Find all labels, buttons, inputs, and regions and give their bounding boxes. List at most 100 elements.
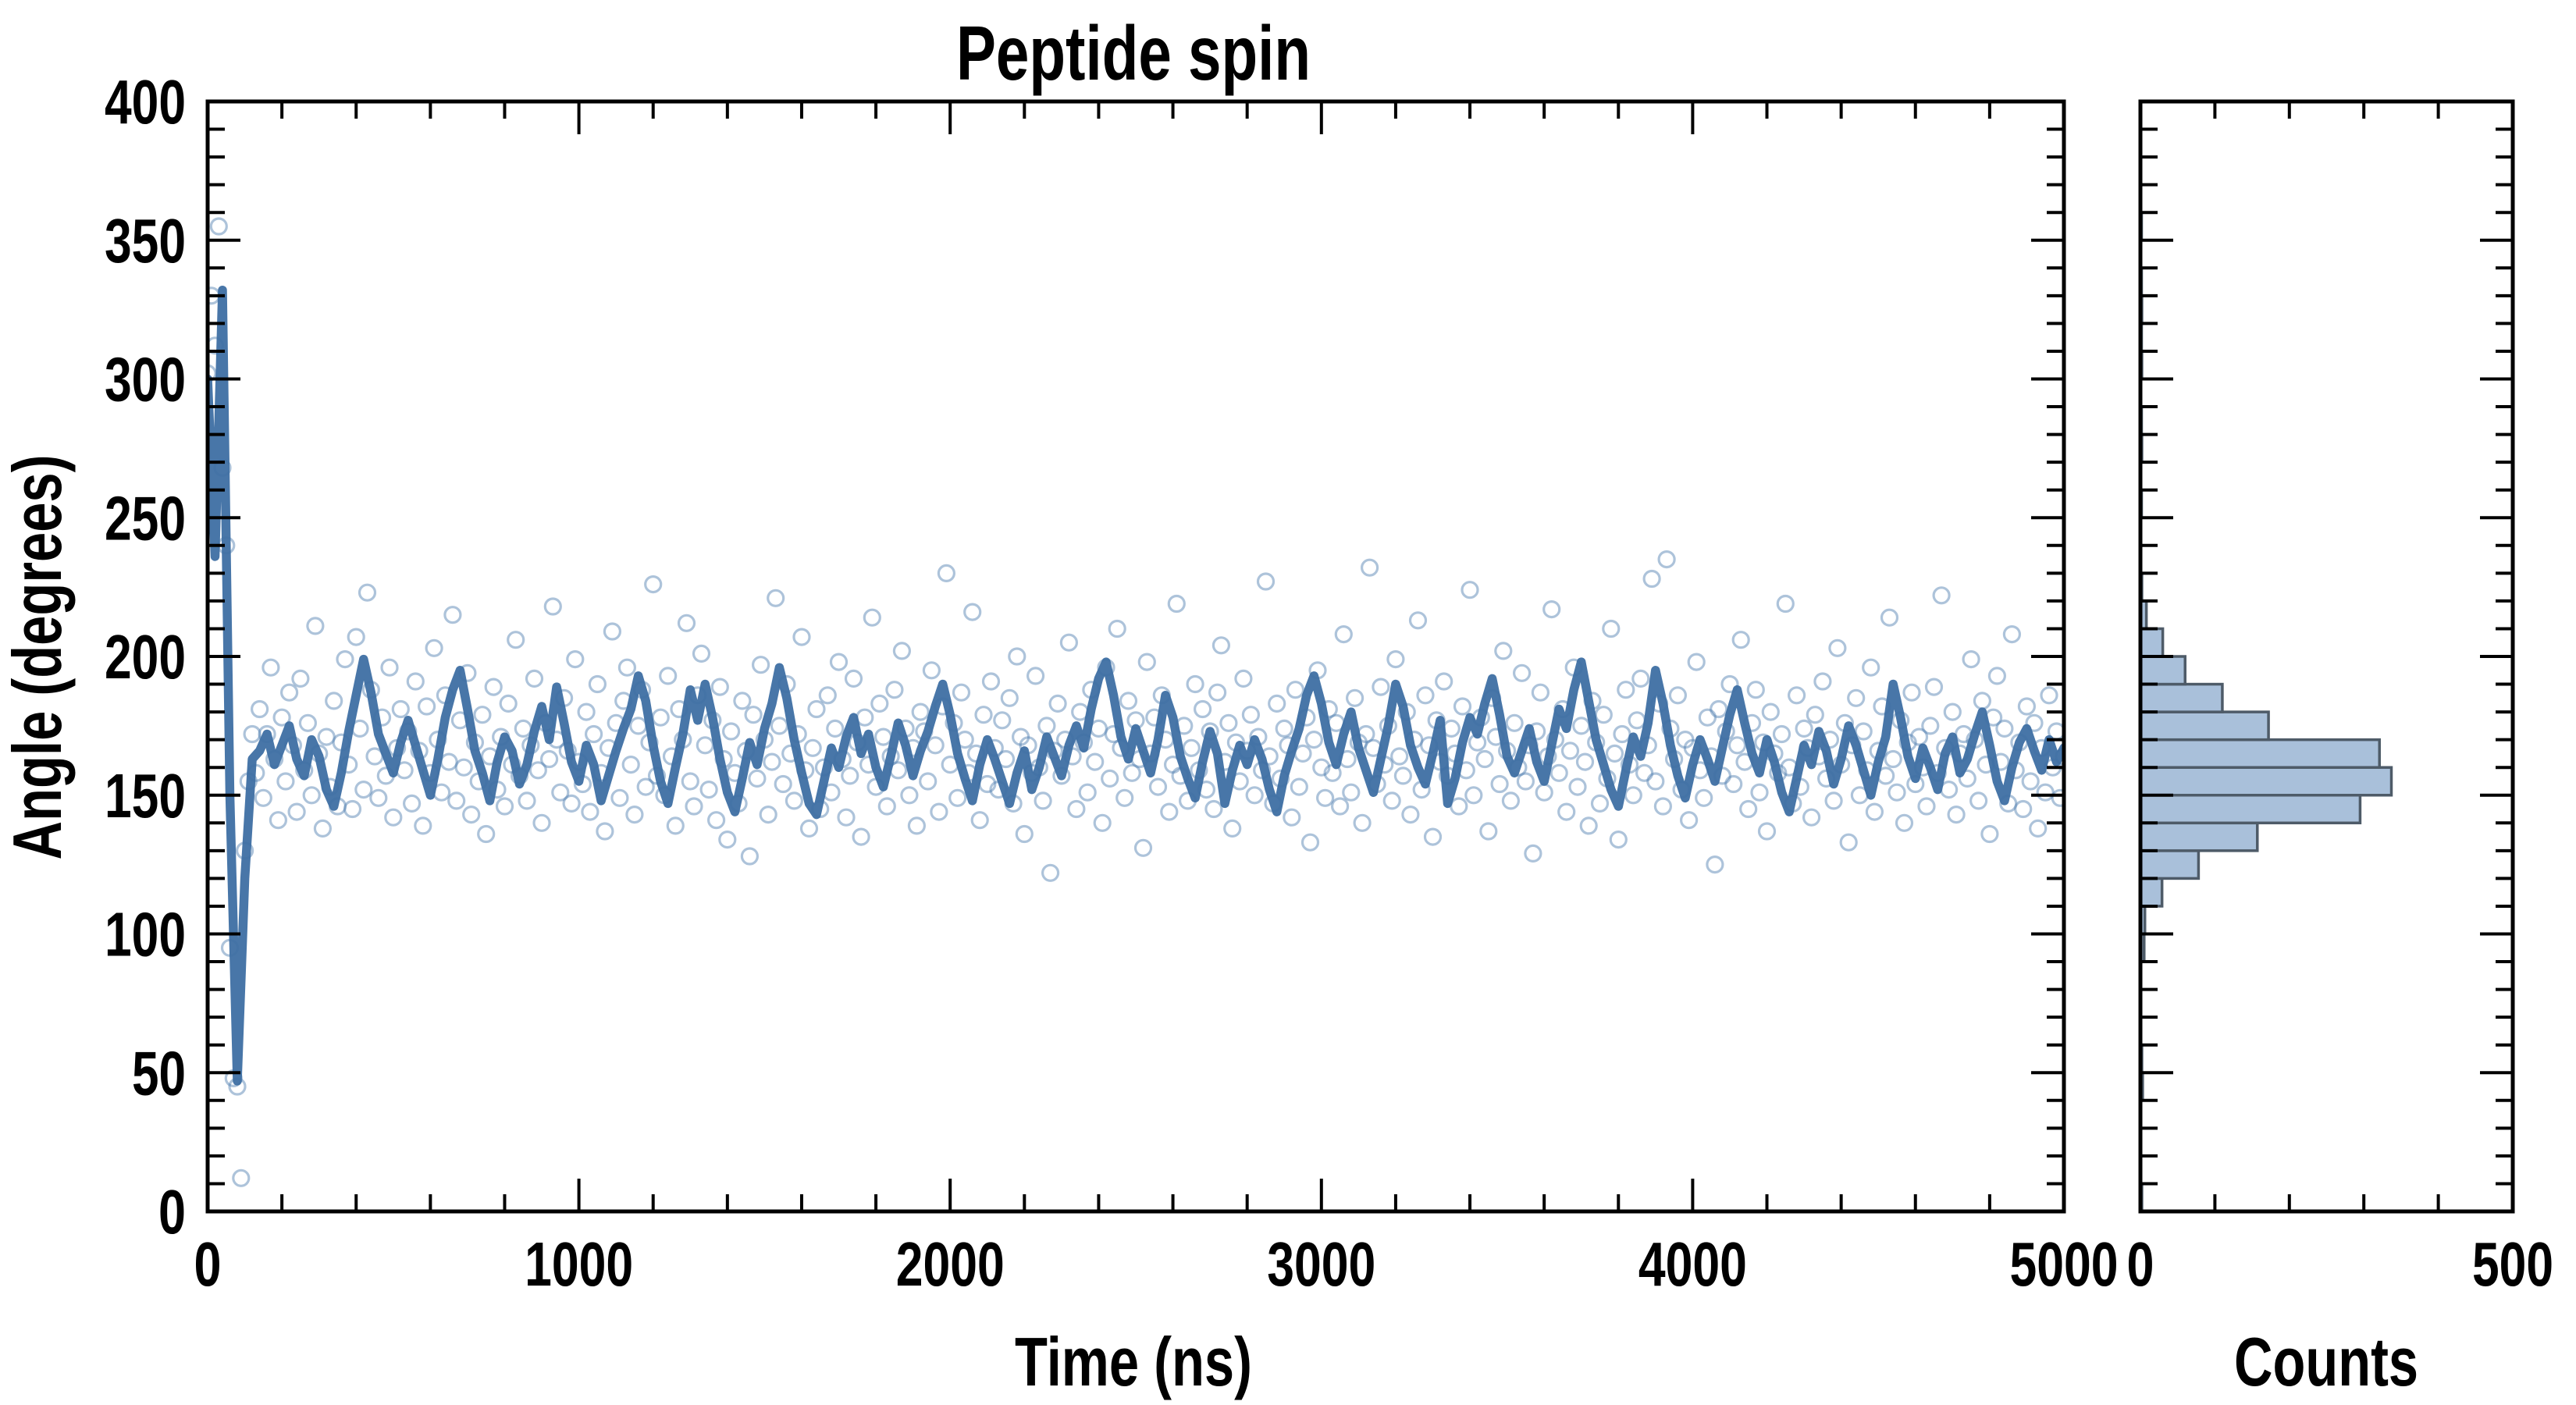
- scatter-point: [1423, 827, 1443, 846]
- hist-x-tick-label: 500: [2472, 1229, 2553, 1299]
- scatter-point: [1613, 724, 1631, 744]
- hist-panel-spine: [2138, 99, 2515, 1214]
- scatter-point: [1034, 791, 1052, 810]
- scatter-point: [1706, 855, 1724, 874]
- scatter-point: [507, 631, 525, 649]
- scatter-point: [1698, 708, 1717, 727]
- x-tick-label: 2000: [896, 1229, 1005, 1299]
- hist-bar: [2139, 821, 2259, 852]
- scatter-point: [807, 699, 826, 719]
- scatter-point: [1854, 722, 1873, 741]
- hist-x-axis-label: Counts: [2234, 1323, 2418, 1400]
- scatter-point: [970, 811, 989, 830]
- scatter-point: [1888, 783, 1906, 802]
- scatter-point: [1000, 688, 1019, 707]
- scatter-point: [1193, 699, 1212, 719]
- scatter-point: [1401, 805, 1420, 824]
- scatter-point: [1453, 697, 1472, 716]
- scatter-point: [610, 788, 629, 807]
- scatter-point: [358, 583, 377, 602]
- scatter-point: [699, 780, 718, 799]
- scatter-point: [2002, 624, 2021, 644]
- scatter-point: [1776, 594, 1795, 614]
- hist-bar: [2139, 766, 2393, 797]
- scatter-point: [262, 658, 280, 677]
- scatter-point: [1372, 678, 1390, 696]
- scatter-point: [1924, 678, 1944, 696]
- scatter-point: [621, 755, 640, 774]
- scatter-point: [1186, 674, 1204, 694]
- scatter-point: [417, 697, 436, 716]
- scatter-point: [1312, 758, 1331, 777]
- scatter-point: [1212, 636, 1231, 655]
- scatter-point: [243, 724, 262, 744]
- scatter-point: [1386, 649, 1405, 669]
- scatter-point: [900, 786, 919, 805]
- scatter-point: [1234, 669, 1253, 688]
- scatter-point: [2051, 788, 2065, 807]
- hist-bar: [2139, 710, 2270, 742]
- y-tick-label: 300: [105, 345, 186, 414]
- scatter-point: [518, 791, 536, 810]
- scatter-point: [1695, 788, 1713, 807]
- scatter-point: [1008, 647, 1026, 666]
- x-tick-label: 4000: [1638, 1229, 1747, 1299]
- scatter-point: [1416, 686, 1435, 705]
- scatter-point: [852, 827, 870, 846]
- scatter-point: [1947, 805, 1966, 824]
- scatter-point: [1572, 717, 1591, 735]
- scatter-point: [2036, 783, 2055, 802]
- scatter-point: [1450, 797, 1468, 816]
- scatter-point: [1490, 774, 1509, 794]
- scatter-point: [1304, 730, 1323, 749]
- scatter-point: [1962, 649, 1980, 669]
- trend-line: [206, 285, 2065, 1086]
- scatter-point: [276, 772, 295, 791]
- scatter-point: [1720, 674, 1739, 694]
- scatter-point: [514, 719, 532, 738]
- scatter-point: [254, 788, 272, 807]
- x-tick-label: 5000: [2010, 1229, 2119, 1299]
- scatter-point: [1594, 706, 1613, 724]
- y-tick-label: 100: [105, 900, 186, 969]
- scatter-point: [473, 706, 492, 724]
- scatter-point: [1724, 774, 1743, 794]
- scatter-point: [1727, 736, 1747, 755]
- scatter-point: [596, 822, 614, 841]
- scatter-point: [952, 683, 971, 702]
- scatter-point: [1676, 730, 1695, 749]
- scatter-point: [937, 564, 956, 583]
- scatter-point: [414, 816, 432, 835]
- scatter-point: [1268, 694, 1286, 713]
- scatter-point: [863, 608, 881, 627]
- scatter-point: [841, 767, 859, 785]
- scatter-point: [343, 799, 362, 819]
- scatter-point: [706, 811, 726, 830]
- hist-bar: [2139, 849, 2201, 880]
- scatter-point: [617, 658, 637, 677]
- scatter-point: [1624, 786, 1642, 805]
- scatter-point: [1865, 802, 1884, 821]
- scatter-point: [269, 811, 287, 830]
- scatter-point: [1657, 550, 1676, 569]
- scatter-point: [1133, 838, 1153, 857]
- scatter-point: [454, 758, 473, 777]
- axes-and-ticks: [205, 99, 2515, 1214]
- scatter-point: [551, 783, 570, 802]
- scatter-point: [1795, 719, 1813, 738]
- scatter-point: [539, 749, 559, 769]
- scatter-point: [1408, 611, 1428, 630]
- scatter-point: [528, 761, 547, 780]
- x-tick-label: 3000: [1267, 1229, 1375, 1299]
- scatter-point: [1828, 638, 1847, 657]
- scatter-point: [877, 797, 896, 816]
- scatter-point: [681, 772, 699, 791]
- scatter-point: [1631, 669, 1650, 688]
- scatter-point: [298, 713, 317, 732]
- chart-title: Peptide spin: [956, 10, 1311, 96]
- scatter-point: [1839, 833, 1858, 852]
- scatter-point: [1609, 830, 1628, 849]
- scatter-point: [744, 706, 763, 724]
- scatter-point: [692, 644, 711, 663]
